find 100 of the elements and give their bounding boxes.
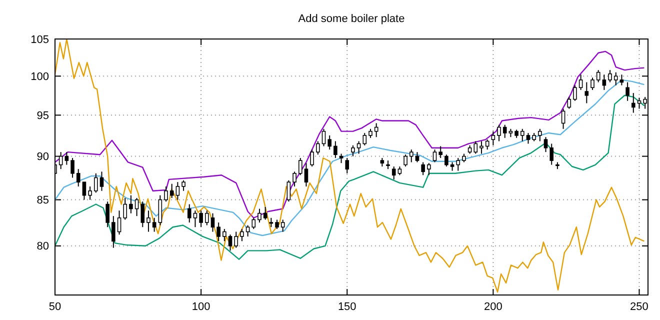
candlestick	[573, 84, 577, 102]
candlestick	[310, 149, 314, 167]
x-tick-label: 200	[484, 301, 502, 313]
candlestick	[438, 146, 442, 158]
candlestick	[456, 157, 460, 172]
candlestick	[234, 231, 238, 248]
candlestick	[474, 140, 478, 154]
x-tick-label: 250	[630, 301, 648, 313]
candlestick	[140, 201, 145, 228]
candlestick	[584, 82, 589, 104]
y-tick-label: 85	[36, 194, 49, 207]
candlestick	[322, 128, 326, 147]
candlestick	[117, 210, 122, 236]
candlestick	[602, 74, 606, 90]
x-tick-label: 100	[192, 301, 210, 313]
candlestick	[112, 216, 116, 248]
candlestick	[345, 157, 350, 174]
candlestick	[263, 206, 268, 220]
candlestick	[432, 149, 437, 163]
candlestick	[631, 92, 636, 114]
candlestick	[123, 197, 128, 220]
candlestick	[152, 217, 156, 232]
candlestick	[316, 140, 320, 156]
candlestick	[368, 128, 372, 138]
candlestick	[193, 210, 198, 228]
candlestick	[362, 132, 367, 146]
candlestick	[182, 180, 186, 192]
candlestick	[258, 208, 262, 223]
candlestick	[421, 162, 425, 176]
line-series	[55, 39, 645, 293]
candlestick	[275, 219, 279, 230]
candlestick	[339, 153, 344, 164]
candlestick	[409, 149, 414, 163]
candlestick	[146, 210, 150, 232]
candlestick	[626, 82, 630, 102]
candlestick	[58, 152, 63, 170]
x-tick-label: 150	[338, 301, 356, 313]
candlestick	[328, 134, 332, 150]
candlestick	[216, 222, 220, 242]
candlestick	[614, 72, 618, 86]
candlestick	[404, 154, 408, 167]
candlestick	[351, 144, 355, 157]
candlestick	[444, 154, 448, 167]
candlestick	[246, 224, 250, 237]
candlestick	[392, 166, 396, 180]
candlestick	[88, 186, 92, 200]
candlestick	[620, 74, 624, 86]
candlestick	[561, 108, 566, 130]
candlestick	[590, 77, 594, 90]
line-series	[55, 79, 645, 236]
candlestick	[502, 124, 507, 138]
candlestick	[491, 130, 496, 146]
candlestick	[129, 194, 133, 214]
candlestick	[199, 210, 203, 228]
candlestick	[334, 140, 338, 158]
candlestick	[485, 139, 490, 150]
candlestick	[292, 171, 296, 187]
candlestick	[158, 194, 162, 226]
candlestick	[298, 157, 302, 176]
candlestick	[550, 143, 554, 166]
y-tick-label: 95	[36, 110, 49, 122]
candlestick	[64, 152, 69, 166]
candlestick	[544, 136, 548, 153]
line-series	[55, 50, 645, 218]
candlestick	[280, 219, 285, 232]
candlestick	[596, 70, 600, 83]
candlestick	[228, 234, 232, 252]
candlestick	[608, 70, 612, 83]
y-tick-label: 100	[30, 70, 49, 83]
candlestick	[222, 228, 226, 242]
y-tick-label: 90	[36, 151, 49, 164]
candlestick	[100, 171, 104, 192]
candlestick	[480, 140, 484, 154]
y-tick-label: 105	[30, 34, 49, 46]
candlestick	[578, 74, 583, 90]
candlestick	[637, 97, 642, 110]
candlestick	[356, 140, 361, 154]
candlestick	[170, 183, 174, 198]
candlestick	[210, 212, 215, 232]
candlestick	[520, 128, 524, 142]
candlestick	[240, 228, 244, 242]
candlestick	[76, 168, 80, 187]
y-tick-label: 80	[36, 240, 49, 253]
candlestick	[176, 182, 180, 200]
candlestick	[427, 162, 431, 176]
candlestick	[70, 157, 74, 178]
candlestick	[526, 132, 530, 144]
candlestick	[567, 96, 572, 110]
candlestick	[304, 162, 308, 187]
candlestick	[106, 201, 110, 228]
candlestick	[286, 180, 291, 202]
candlestick	[205, 210, 209, 226]
candlestick	[415, 152, 420, 163]
candlestick	[269, 217, 274, 228]
candlestick	[82, 182, 86, 200]
candlestick	[538, 128, 542, 142]
candlestick	[497, 124, 501, 142]
candlestick	[134, 197, 139, 217]
candlestick	[252, 217, 256, 230]
candlestick	[187, 204, 192, 223]
